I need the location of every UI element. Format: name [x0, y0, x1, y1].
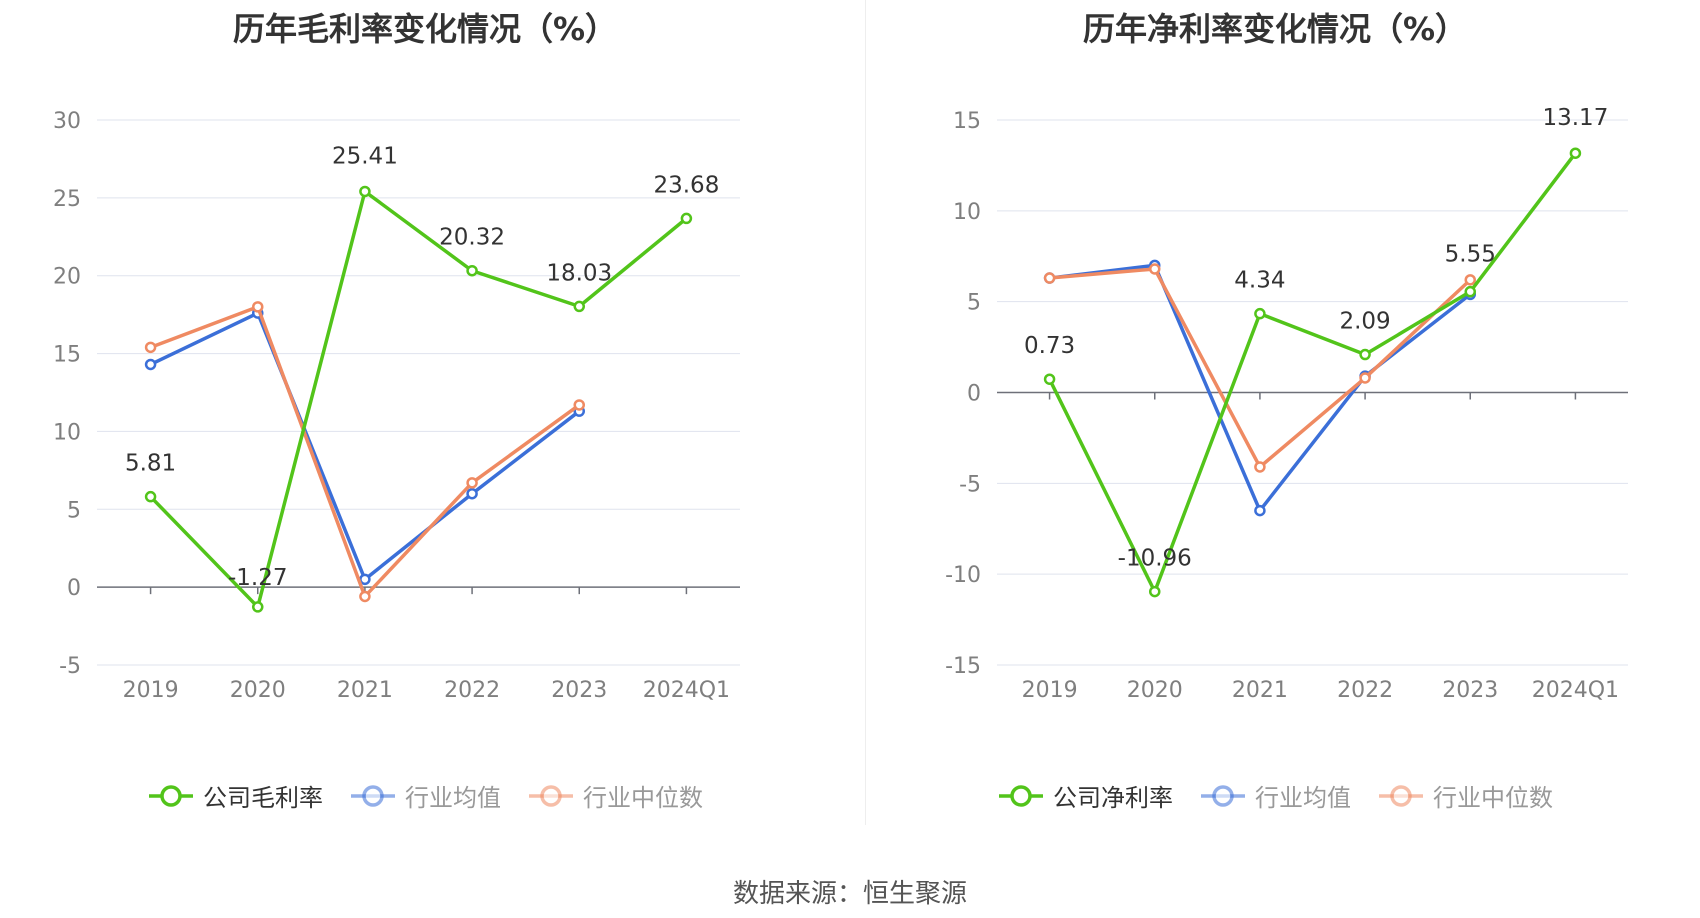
- net-margin-panel: 历年净利率变化情况（%） -15 -10 -5 0 5 10 15 2019 2020 2021 2…: [850, 0, 1700, 830]
- data-point: [1254, 504, 1266, 517]
- legend-label: 公司净利率: [1053, 784, 1173, 812]
- y-tick-label: -10: [945, 563, 981, 588]
- x-tick-label: 2023: [1442, 678, 1498, 703]
- x-tick-label: 2022: [1337, 678, 1393, 703]
- data-point: [573, 399, 585, 411]
- data-label: -1.27: [228, 565, 288, 591]
- data-point: [1043, 373, 1056, 385]
- y-tick-label: 0: [67, 576, 81, 601]
- data-label: -10.96: [1118, 546, 1192, 572]
- data-point: [252, 601, 264, 613]
- data-point: [1359, 348, 1371, 361]
- chart-title: 历年净利率变化情况（%）: [1082, 10, 1468, 48]
- legend-label: 行业均值: [1255, 784, 1351, 812]
- chart-legend: 公司净利率 行业均值 行业中位数: [850, 778, 1700, 813]
- x-tick-label: 2021: [337, 678, 393, 703]
- y-tick-label: 10: [53, 420, 81, 445]
- data-point: [1043, 272, 1056, 284]
- x-tick-label: 2024Q1: [643, 678, 730, 703]
- legend-item[interactable]: 行业中位数: [527, 778, 703, 813]
- data-source: 数据来源：恒生聚源: [732, 879, 967, 909]
- legend-marker-icon: [529, 784, 573, 807]
- y-tick-label: 5: [967, 291, 981, 316]
- legend-item[interactable]: 公司净利率: [997, 778, 1173, 813]
- y-tick-label: 5: [67, 498, 81, 523]
- y-tick-label: 20: [53, 265, 81, 290]
- series-line: [149, 311, 581, 582]
- legend-item[interactable]: 公司毛利率: [147, 778, 323, 813]
- data-point: [144, 358, 157, 371]
- data-point: [359, 590, 371, 603]
- data-point: [359, 573, 371, 586]
- legend-item[interactable]: 行业均值: [1199, 778, 1351, 813]
- legend-label: 公司毛利率: [203, 784, 323, 812]
- legend-label: 行业均值: [405, 784, 501, 812]
- legend-marker-icon: [999, 784, 1043, 807]
- series-line: [149, 305, 581, 599]
- series-line: [1049, 267, 1472, 469]
- chart-title: 历年毛利率变化情况（%）: [232, 10, 618, 48]
- legend-marker-icon: [1379, 784, 1423, 807]
- panel-divider: [865, 0, 866, 825]
- chart-legend: 公司毛利率 行业均值 行业中位数: [0, 778, 850, 813]
- data-label: 20.32: [439, 225, 505, 251]
- y-tick-label: 15: [953, 109, 981, 134]
- x-tick-label: 2024Q1: [1532, 678, 1619, 703]
- y-tick-label: 30: [53, 109, 81, 134]
- data-label: 4.34: [1234, 268, 1285, 294]
- data-point: [466, 477, 478, 489]
- data-label: 5.81: [125, 451, 176, 477]
- legend-item[interactable]: 行业均值: [349, 778, 501, 813]
- data-point: [466, 487, 478, 500]
- y-tick-label: -5: [959, 472, 981, 497]
- data-label: 2.09: [1339, 309, 1390, 335]
- x-tick-label: 2019: [123, 678, 179, 703]
- gross-margin-chart: -5 0 5 10 15 20 25 30 2019 2020 2021 2022 2023 2024Q1…: [53, 109, 740, 703]
- legend-marker-icon: [351, 784, 395, 807]
- data-label: 0.73: [1024, 333, 1075, 359]
- data-point: [1464, 274, 1476, 286]
- data-point: [252, 301, 264, 313]
- data-point: [573, 300, 585, 313]
- y-tick-label: 25: [53, 187, 81, 212]
- series-line: [149, 189, 688, 609]
- legend-label: 行业中位数: [583, 784, 703, 812]
- x-tick-label: 2023: [551, 678, 607, 703]
- legend-item[interactable]: 行业中位数: [1377, 778, 1553, 813]
- data-label: 25.41: [332, 143, 398, 169]
- x-tick-label: 2022: [444, 678, 500, 703]
- data-label: 13.17: [1542, 105, 1608, 131]
- data-label: 23.68: [653, 172, 719, 198]
- x-tick-label: 2020: [230, 678, 286, 703]
- legend-marker-icon: [149, 784, 193, 807]
- data-point: [1254, 461, 1266, 473]
- data-point: [144, 490, 157, 503]
- data-point: [359, 185, 371, 198]
- y-tick-label: 15: [53, 343, 81, 368]
- data-point: [1464, 285, 1476, 298]
- data-point: [680, 212, 693, 225]
- y-tick-label: -15: [945, 654, 981, 679]
- y-tick-label: 0: [967, 382, 981, 407]
- data-point: [1149, 263, 1161, 275]
- y-tick-label: 10: [953, 200, 981, 225]
- x-tick-label: 2020: [1127, 678, 1183, 703]
- data-label: 5.55: [1445, 242, 1496, 268]
- data-point: [1254, 307, 1266, 320]
- data-point: [1359, 372, 1371, 384]
- data-label: 18.03: [546, 260, 612, 286]
- data-point: [466, 264, 478, 277]
- gross-margin-panel: 历年毛利率变化情况（%） -5 0 5 10 15 20 25 30 2019 2020 2021 2…: [0, 0, 850, 830]
- data-point: [1569, 147, 1582, 159]
- data-point: [1149, 585, 1161, 598]
- series-line: [1048, 152, 1577, 594]
- legend-label: 行业中位数: [1433, 784, 1553, 812]
- data-point: [144, 341, 157, 354]
- x-tick-label: 2021: [1232, 678, 1288, 703]
- net-margin-chart: -15 -10 -5 0 5 10 15 2019 2020 2021 2022 2023 2024Q1…: [945, 105, 1628, 703]
- x-tick-label: 2019: [1022, 678, 1078, 703]
- legend-marker-icon: [1201, 784, 1245, 807]
- y-tick-label: -5: [59, 654, 81, 679]
